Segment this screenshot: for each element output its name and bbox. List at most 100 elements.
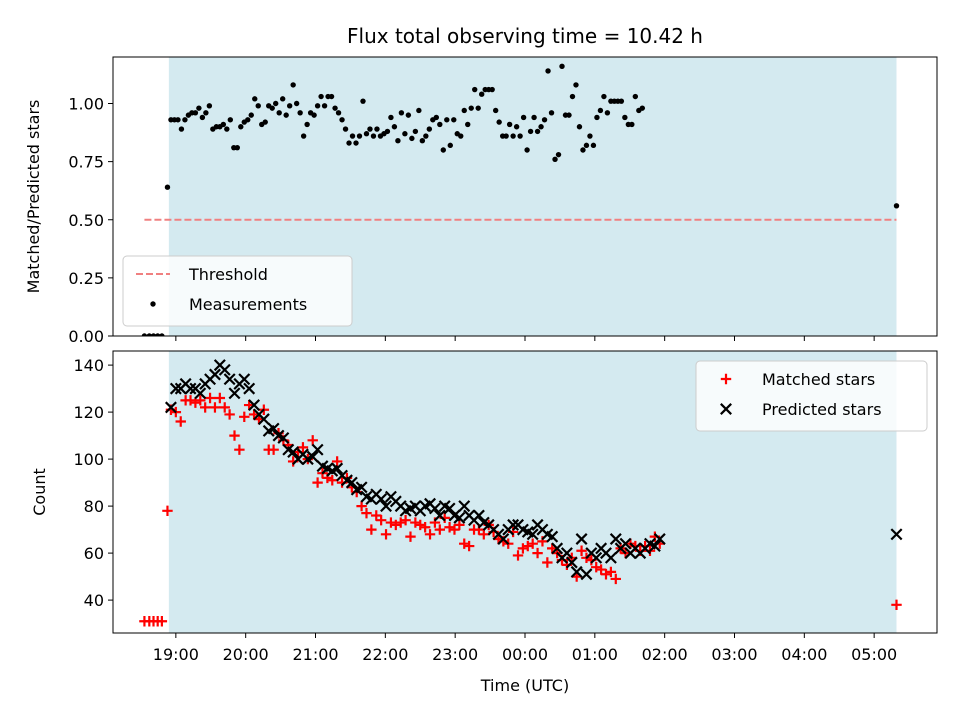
data-point: [542, 557, 553, 568]
data-point: [388, 114, 394, 121]
data-point: [587, 133, 593, 139]
data-point: [451, 117, 457, 123]
data-point: [453, 511, 466, 524]
data-point: [328, 93, 335, 100]
data-point: [262, 119, 268, 125]
data-point: [534, 128, 541, 135]
data-point: [304, 121, 310, 128]
data-point: [192, 110, 199, 116]
data-point: [195, 395, 206, 406]
data-point: [300, 133, 307, 139]
data-point: [545, 68, 551, 74]
data-point: [366, 524, 377, 535]
data-point: [580, 568, 593, 581]
data-point: [412, 128, 419, 135]
data-point: [223, 373, 236, 386]
data-point: [468, 105, 474, 111]
data-point: [391, 124, 398, 130]
data-point: [395, 138, 401, 144]
data-point: [380, 500, 393, 513]
y-axis-label: Matched/Predicted stars: [24, 100, 43, 294]
data-point: [290, 82, 296, 88]
data-point: [169, 382, 182, 395]
data-point: [206, 103, 213, 109]
data-point: [538, 124, 544, 130]
data-point: [361, 507, 372, 519]
data-point: [440, 147, 446, 153]
y-tick-label: 0.25: [68, 269, 104, 288]
data-point: [311, 443, 324, 456]
data-point: [479, 91, 485, 97]
data-point: [517, 133, 523, 139]
x-tick-label: 02:00: [642, 645, 688, 664]
data-point: [576, 124, 583, 130]
data-point: [573, 82, 579, 88]
data-point: [375, 515, 387, 526]
data-point: [234, 444, 245, 455]
data-point: [332, 105, 338, 111]
legend: Matched stars Predicted stars: [695, 360, 928, 432]
data-point: [424, 529, 436, 540]
data-point: [243, 382, 256, 395]
data-point: [184, 382, 197, 395]
data-point: [238, 373, 251, 386]
data-point: [339, 117, 345, 123]
data-point: [575, 533, 588, 545]
data-point: [248, 399, 261, 412]
data-point: [443, 502, 456, 515]
data-point: [531, 114, 537, 121]
data-point: [331, 462, 344, 475]
data-point: [416, 107, 422, 114]
data-point: [321, 103, 328, 109]
data-point: [219, 402, 230, 413]
legend-label: Predicted stars: [762, 400, 882, 419]
data-point: [590, 142, 597, 149]
x-tick-label: 01:00: [572, 645, 618, 664]
data-point: [182, 117, 188, 123]
legend-label: Threshold: [188, 265, 268, 284]
data-point: [342, 126, 349, 132]
data-point: [204, 392, 216, 404]
data-point: [524, 147, 530, 153]
data-point: [409, 135, 415, 142]
data-point: [532, 547, 543, 559]
data-point: [472, 86, 478, 93]
data-point: [286, 103, 293, 109]
data-point: [405, 531, 416, 542]
data-point: [395, 517, 406, 528]
data-point: [371, 510, 382, 521]
data-point: [375, 493, 388, 506]
data-point: [454, 519, 465, 531]
y-tick-label: 0.00: [68, 327, 104, 346]
data-point: [595, 564, 607, 575]
data-point: [449, 524, 460, 535]
data-point: [513, 124, 520, 130]
data-point: [164, 401, 177, 414]
data-point: [639, 105, 646, 111]
data-point: [257, 413, 270, 426]
data-point: [196, 105, 202, 111]
data-point: [370, 133, 377, 139]
data-point: [510, 133, 516, 139]
data-point: [293, 100, 300, 107]
data-point: [419, 522, 431, 533]
y-tick-label: 100: [73, 450, 104, 469]
data-point: [444, 117, 450, 123]
y-tick-label: 120: [73, 403, 104, 422]
data-point: [360, 98, 366, 104]
data-point: [520, 114, 527, 121]
legend-marker: [150, 301, 156, 307]
data-point: [570, 565, 583, 578]
data-point: [591, 562, 602, 573]
data-point: [522, 540, 533, 552]
data-point: [252, 96, 258, 102]
y-axis-label: Count: [30, 468, 49, 516]
data-point: [426, 126, 433, 132]
data-point: [146, 333, 153, 336]
data-point: [653, 533, 666, 545]
data-point: [400, 515, 411, 526]
data-points: [139, 359, 903, 627]
data-point: [175, 416, 186, 427]
data-point: [465, 121, 471, 128]
legend-label: Measurements: [189, 295, 307, 314]
